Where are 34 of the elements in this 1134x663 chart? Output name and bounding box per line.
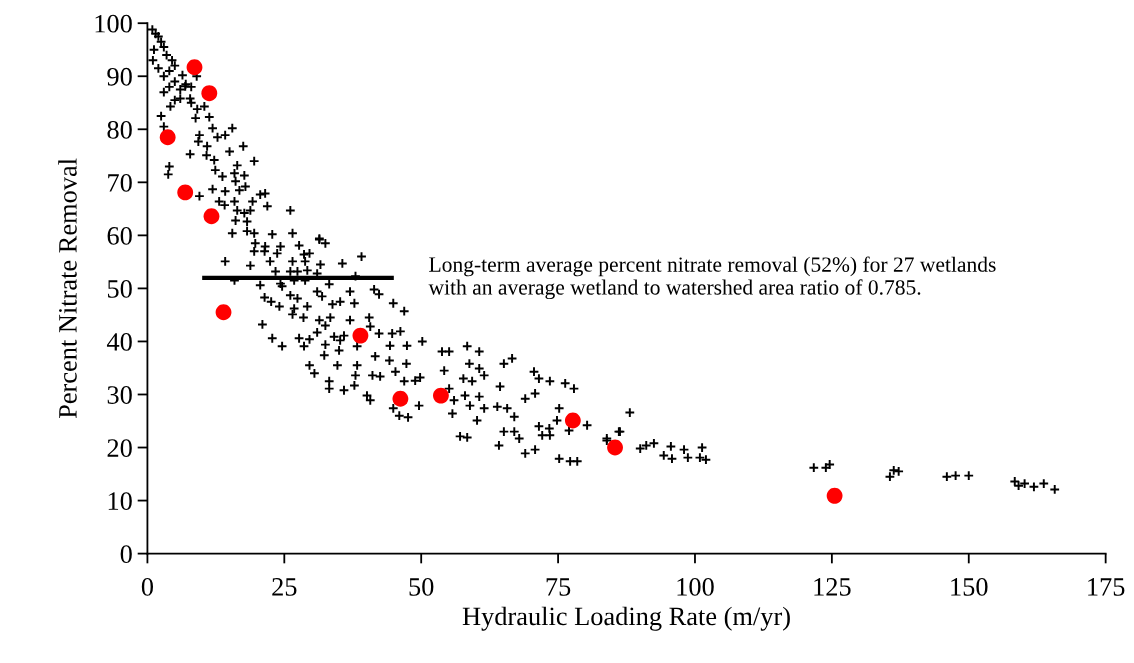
- point: [215, 304, 232, 321]
- point: [177, 184, 194, 201]
- y-axis-title: Percent Nitrate Removal: [58, 158, 77, 419]
- x-tick-label: 50: [409, 577, 434, 596]
- point: [607, 439, 623, 456]
- point: [203, 208, 220, 225]
- x-tick-label: 100: [677, 577, 714, 596]
- point: [352, 327, 369, 344]
- y-tick-label: 30: [107, 386, 132, 404]
- annotation: Long-term average percent nitrate removal (52%) for 27 wetlands with an average wetland to watershed area ratio of 0.785.: [428, 256, 996, 300]
- point: [201, 85, 218, 102]
- x-tick-label: 0: [141, 577, 154, 596]
- y-tick-label: 100: [95, 14, 132, 33]
- y-tick-label: 80: [107, 120, 132, 139]
- y-tick-label: 70: [108, 173, 132, 192]
- y-tick-label: 50: [107, 280, 132, 298]
- point: [186, 59, 203, 76]
- x-tick-label: 75: [546, 578, 571, 596]
- point: [564, 412, 581, 429]
- x-tick-label: 150: [951, 577, 988, 596]
- y-tick-label: 10: [108, 492, 132, 510]
- point: [392, 390, 409, 407]
- point: [826, 487, 843, 504]
- y-tick-label: 40: [106, 333, 132, 351]
- y-tick-label: 90: [107, 67, 132, 86]
- x-axis-title: Hydraulic Loading Rate (m/yr): [462, 606, 790, 631]
- x-tick-label: 25: [272, 578, 297, 596]
- point: [432, 387, 449, 404]
- point: [159, 129, 176, 146]
- y-tick-label: 0: [120, 545, 132, 564]
- x-tick-label: 175: [1088, 578, 1125, 596]
- x-tick-label: 125: [814, 578, 851, 596]
- y-tick-label: 60: [107, 226, 132, 245]
- y-tick-label: 20: [107, 439, 132, 457]
